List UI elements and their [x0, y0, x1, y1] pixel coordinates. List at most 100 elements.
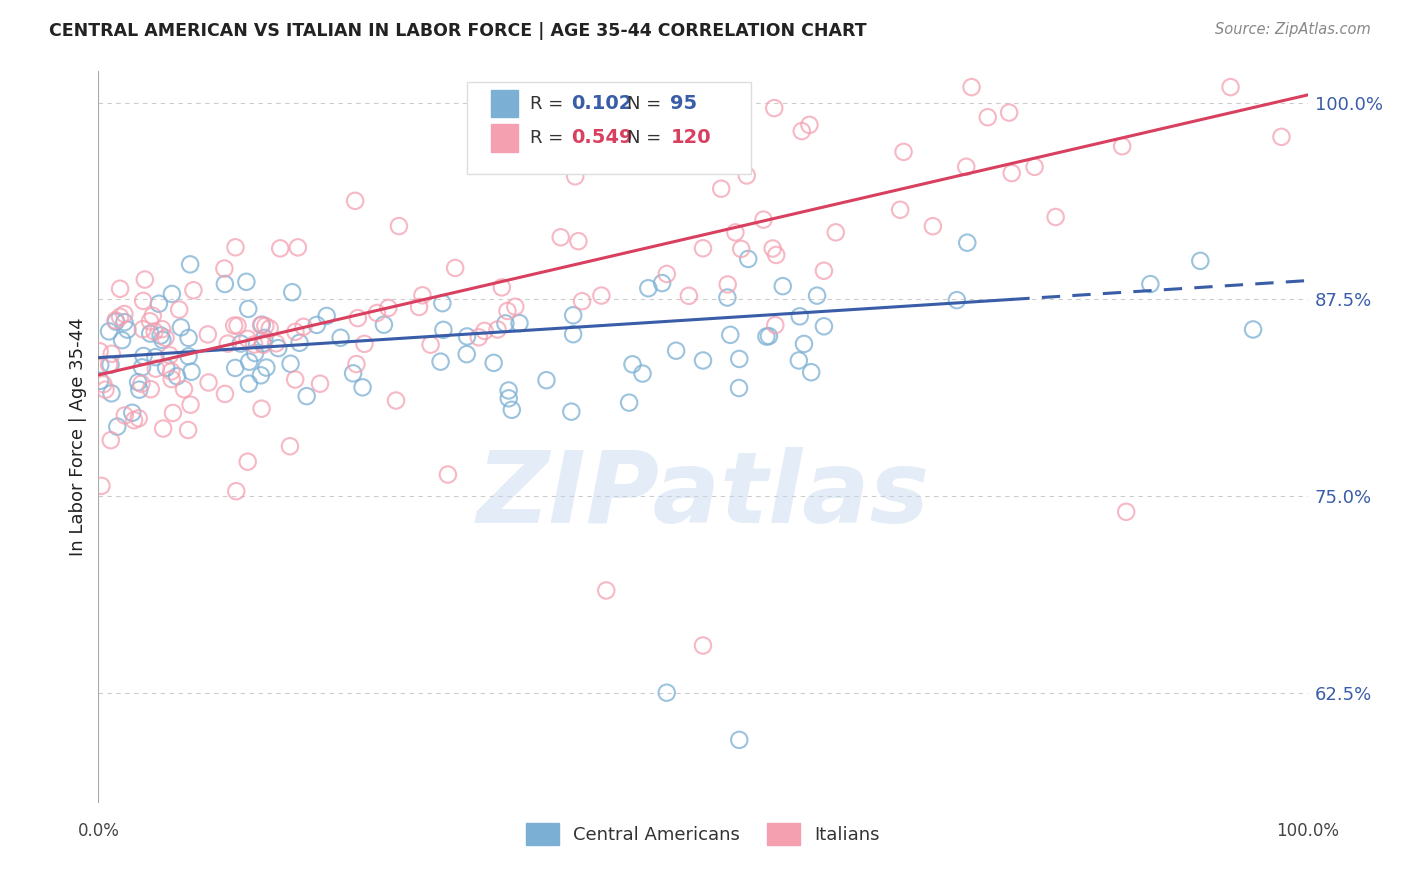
- Point: [505, 300, 527, 314]
- Point: [955, 160, 977, 174]
- Bar: [492, 90, 517, 118]
- Point: [1270, 129, 1292, 144]
- Point: [235, 275, 257, 289]
- Point: [160, 364, 183, 378]
- FancyBboxPatch shape: [467, 82, 751, 174]
- Point: [1115, 505, 1137, 519]
- Point: [353, 336, 375, 351]
- Point: [100, 386, 122, 401]
- Point: [560, 404, 582, 418]
- Point: [250, 318, 273, 332]
- Text: R =: R =: [530, 129, 569, 147]
- Point: [238, 355, 260, 369]
- Point: [637, 281, 659, 295]
- Point: [1219, 80, 1241, 95]
- Point: [160, 287, 183, 301]
- Text: CENTRAL AMERICAN VS ITALIAN IN LABOR FORCE | AGE 35-44 CORRELATION CHART: CENTRAL AMERICAN VS ITALIAN IN LABOR FOR…: [49, 22, 868, 40]
- Point: [724, 226, 747, 240]
- Point: [288, 335, 311, 350]
- Point: [253, 331, 276, 345]
- Point: [90, 479, 112, 493]
- Point: [139, 382, 162, 396]
- Point: [100, 347, 122, 361]
- Point: [139, 314, 162, 328]
- Point: [238, 301, 260, 316]
- Point: [131, 360, 153, 375]
- Point: [1139, 277, 1161, 291]
- Point: [150, 322, 173, 336]
- Point: [385, 393, 408, 408]
- Point: [179, 257, 201, 271]
- Text: 0.102: 0.102: [571, 94, 633, 113]
- Point: [508, 316, 530, 330]
- Point: [346, 311, 368, 326]
- Point: [254, 360, 277, 375]
- Point: [595, 583, 617, 598]
- Point: [112, 315, 135, 329]
- Text: 0.0%: 0.0%: [77, 822, 120, 839]
- Point: [132, 322, 155, 336]
- Point: [214, 277, 236, 291]
- Point: [562, 308, 585, 322]
- Point: [134, 272, 156, 286]
- Point: [243, 346, 266, 360]
- Point: [1241, 322, 1264, 336]
- Point: [486, 322, 509, 336]
- Point: [93, 377, 115, 392]
- Point: [813, 319, 835, 334]
- Point: [762, 242, 785, 256]
- Point: [498, 392, 520, 406]
- Point: [152, 421, 174, 435]
- Point: [567, 234, 589, 248]
- Point: [960, 80, 983, 95]
- Point: [432, 296, 454, 310]
- Point: [921, 219, 943, 234]
- Point: [758, 329, 780, 343]
- Point: [718, 327, 741, 342]
- Point: [159, 348, 181, 362]
- Point: [419, 337, 441, 351]
- Point: [824, 225, 846, 239]
- Point: [468, 330, 491, 344]
- Point: [100, 433, 122, 447]
- Point: [717, 277, 740, 292]
- Point: [536, 373, 558, 387]
- Point: [243, 337, 266, 351]
- Point: [315, 309, 337, 323]
- Point: [309, 376, 332, 391]
- Text: 95: 95: [671, 94, 697, 113]
- Point: [889, 202, 911, 217]
- Point: [763, 318, 786, 332]
- Point: [148, 297, 170, 311]
- Point: [269, 241, 291, 255]
- Point: [98, 358, 121, 372]
- Point: [366, 306, 388, 320]
- Text: R =: R =: [530, 95, 569, 112]
- Point: [408, 300, 430, 314]
- Point: [132, 293, 155, 308]
- Point: [787, 353, 810, 368]
- Point: [139, 326, 162, 341]
- Point: [295, 389, 318, 403]
- Point: [562, 327, 585, 342]
- Point: [145, 361, 167, 376]
- Point: [155, 360, 177, 375]
- Point: [571, 294, 593, 309]
- Point: [342, 367, 364, 381]
- Point: [89, 358, 111, 372]
- Point: [224, 360, 246, 375]
- Point: [197, 327, 219, 342]
- Point: [214, 261, 236, 276]
- Point: [250, 401, 273, 416]
- Point: [377, 301, 399, 315]
- Point: [673, 133, 696, 147]
- Point: [373, 318, 395, 332]
- Point: [226, 318, 249, 333]
- Point: [799, 118, 821, 132]
- Point: [100, 358, 122, 372]
- Point: [710, 182, 733, 196]
- Point: [281, 285, 304, 300]
- Point: [104, 315, 127, 329]
- Point: [956, 235, 979, 250]
- Point: [225, 484, 247, 499]
